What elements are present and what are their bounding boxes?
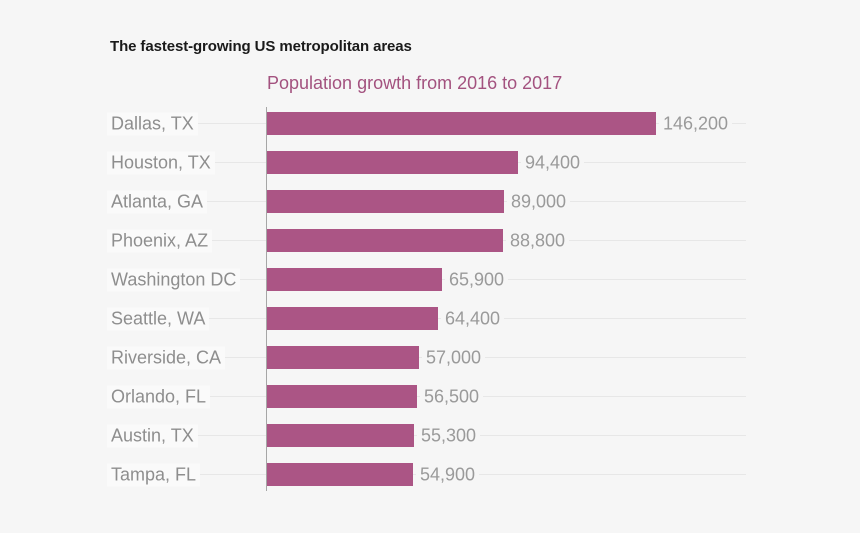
bar[interactable] [267, 346, 419, 369]
category-label: Phoenix, AZ [107, 229, 213, 252]
bar[interactable] [267, 424, 414, 447]
value-label: 146,200 [659, 112, 733, 135]
value-label: 57,000 [422, 346, 486, 369]
category-label: Washington DC [107, 268, 241, 291]
value-label: 88,800 [506, 229, 570, 252]
category-label: Seattle, WA [107, 307, 210, 330]
value-label: 89,000 [507, 190, 571, 213]
bar-row: Austin, TX 55,300 [0, 416, 860, 455]
category-label: Houston, TX [107, 151, 215, 174]
bar[interactable] [267, 463, 413, 486]
chart-title: The fastest-growing US metropolitan area… [110, 38, 412, 55]
value-label: 65,900 [445, 268, 509, 291]
category-label: Austin, TX [107, 424, 198, 447]
bar-row: Phoenix, AZ 88,800 [0, 221, 860, 260]
bar[interactable] [267, 307, 438, 330]
bar[interactable] [267, 190, 504, 213]
bar-row: Washington DC 65,900 [0, 260, 860, 299]
value-label: 94,400 [521, 151, 585, 174]
bar[interactable] [267, 229, 503, 252]
value-label: 64,400 [441, 307, 505, 330]
bar-row: Tampa, FL 54,900 [0, 455, 860, 494]
value-label: 55,300 [417, 424, 481, 447]
category-label: Riverside, CA [107, 346, 226, 369]
bar-row: Atlanta, GA 89,000 [0, 182, 860, 221]
bar-row: Seattle, WA 64,400 [0, 299, 860, 338]
bar[interactable] [267, 268, 442, 291]
value-label: 54,900 [416, 463, 480, 486]
bar[interactable] [267, 151, 518, 174]
bar-row: Riverside, CA 57,000 [0, 338, 860, 377]
category-label: Orlando, FL [107, 385, 211, 408]
bar-row: Dallas, TX 146,200 [0, 104, 860, 143]
bar[interactable] [267, 112, 656, 135]
chart-subtitle: Population growth from 2016 to 2017 [267, 73, 563, 93]
value-label: 56,500 [420, 385, 484, 408]
bar-row: Orlando, FL 56,500 [0, 377, 860, 416]
category-label: Dallas, TX [107, 112, 198, 135]
category-label: Tampa, FL [107, 463, 201, 486]
y-axis-baseline [266, 107, 267, 491]
bar-row: Houston, TX 94,400 [0, 143, 860, 182]
category-label: Atlanta, GA [107, 190, 208, 213]
bar[interactable] [267, 385, 417, 408]
